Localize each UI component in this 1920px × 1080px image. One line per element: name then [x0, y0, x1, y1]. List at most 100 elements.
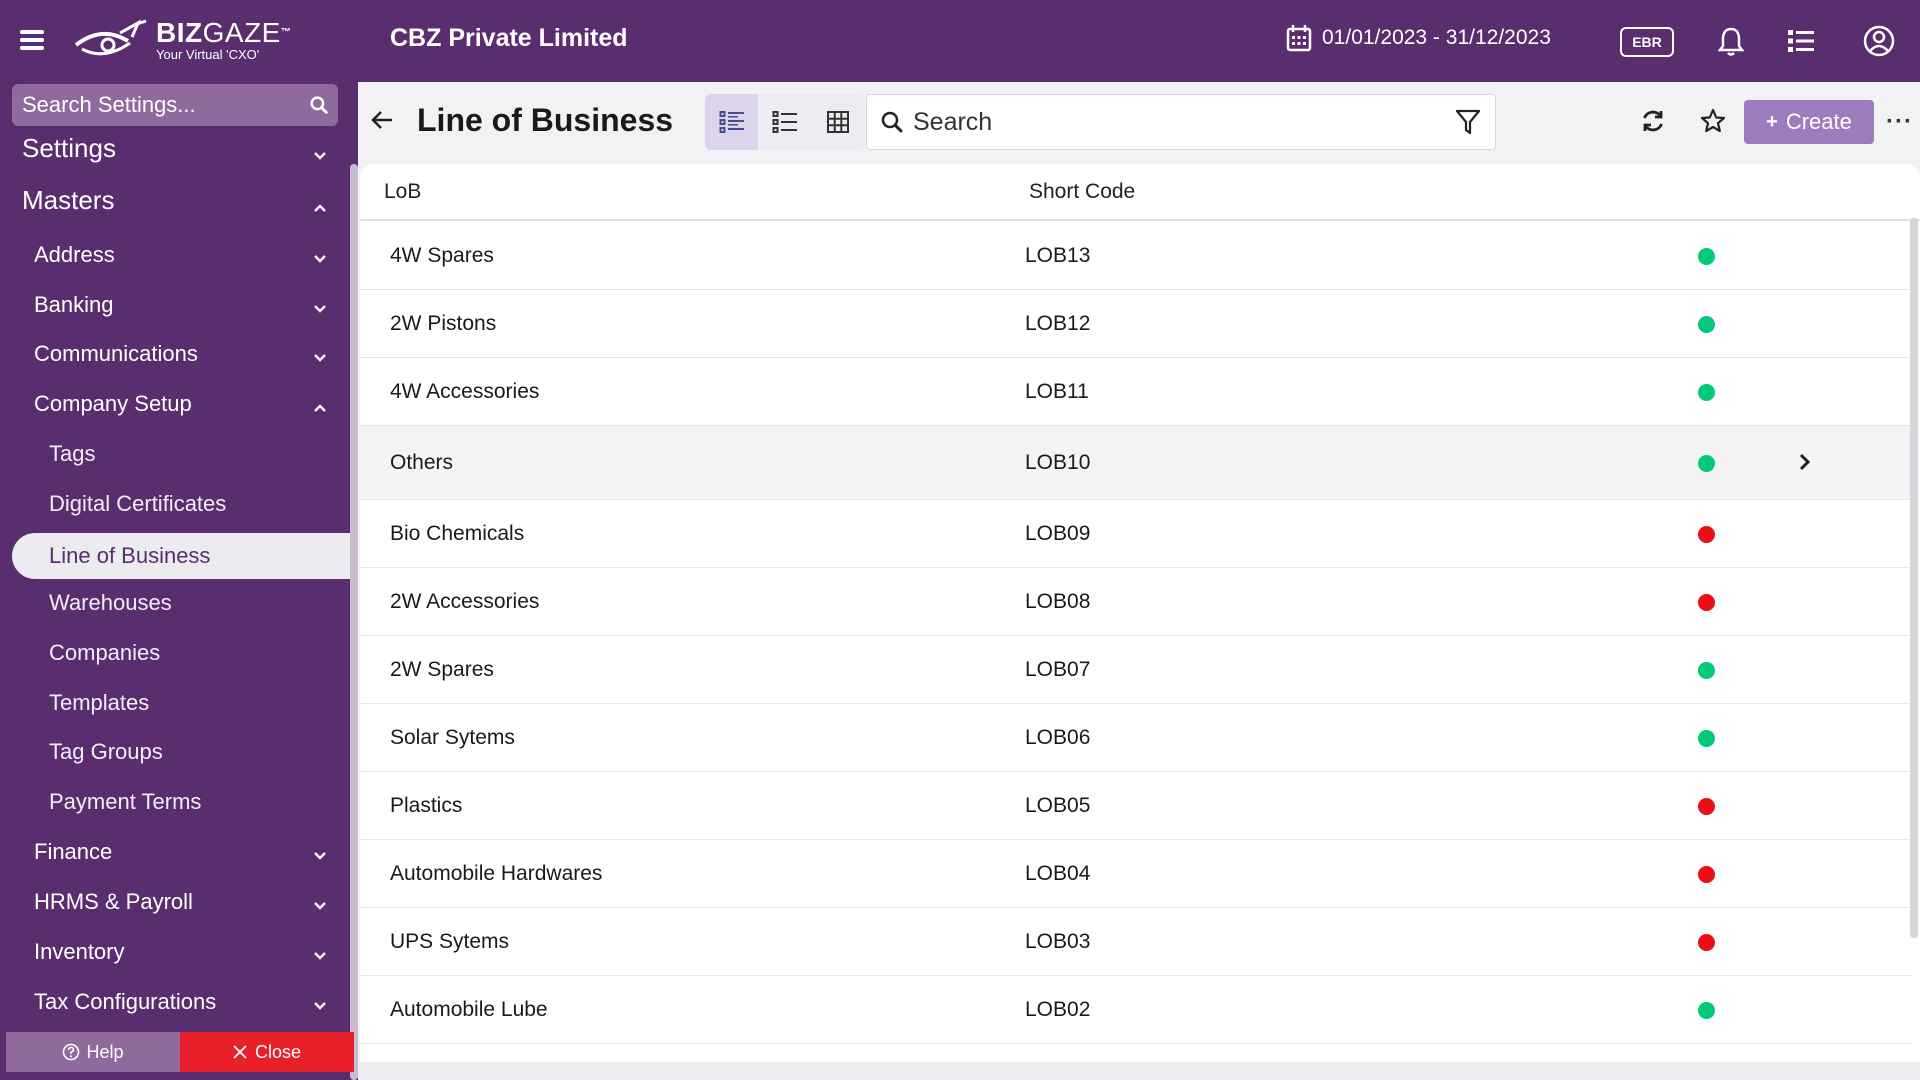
search-icon[interactable] [310, 94, 328, 116]
sidebar-item-masters[interactable]: Masters [0, 176, 350, 224]
list-search-input[interactable] [913, 107, 1455, 137]
sidebar-item-label: Payment Terms [49, 789, 202, 814]
settings-search-input[interactable] [22, 92, 310, 118]
chevron-down-icon[interactable] [312, 346, 328, 362]
short-code: LOB05 [1025, 794, 1091, 817]
sidebar-scrollbar[interactable] [350, 164, 358, 1080]
page-title: Line of Business [417, 102, 674, 138]
close-button[interactable]: Close [180, 1032, 354, 1072]
table-header: LoB Short Code [360, 164, 1920, 221]
close-label: Close [254, 1041, 302, 1062]
chevron-down-icon[interactable] [312, 894, 328, 910]
settings-search[interactable] [12, 84, 338, 126]
status-dot [1698, 1002, 1715, 1019]
main-content: Line of Business + Create ··· LoB Short … [358, 82, 1920, 1080]
status-dot [1698, 316, 1715, 333]
sidebar-item-tag-groups[interactable]: Tag Groups [0, 731, 350, 773]
chevron-up-icon[interactable] [312, 192, 328, 212]
grid-view-icon[interactable] [811, 94, 864, 150]
sidebar-item-address[interactable]: Address [0, 234, 350, 276]
task-list-icon[interactable] [1784, 24, 1818, 58]
chevron-down-icon[interactable] [312, 994, 328, 1010]
short-code: LOB03 [1025, 930, 1091, 953]
date-range-text: 01/01/2023 - 31/12/2023 [1322, 26, 1551, 49]
back-arrow-icon[interactable] [370, 108, 394, 137]
sidebar-item-label: Company Setup [34, 391, 192, 416]
sidebar: Settings Masters Address Banking Communicati… [0, 82, 358, 1080]
chevron-down-icon[interactable] [312, 844, 328, 860]
sidebar-item-hrms-payroll[interactable]: HRMS & Payroll [0, 881, 350, 923]
short-code: LOB06 [1025, 726, 1091, 749]
sidebar-item-label: Tax Configurations [34, 989, 217, 1014]
column-header-lob[interactable]: LoB [384, 180, 422, 203]
detail-list-view-icon[interactable] [705, 94, 758, 150]
sidebar-item-payment-terms[interactable]: Payment Terms [0, 781, 350, 823]
sidebar-item-communications[interactable]: Communications [0, 333, 350, 375]
chevron-down-icon[interactable] [312, 297, 328, 313]
create-button[interactable]: + Create [1744, 100, 1874, 144]
logo-tm: ™ [280, 27, 292, 38]
refresh-icon[interactable] [1640, 108, 1666, 139]
sidebar-item-warehouses[interactable]: Warehouses [0, 582, 350, 624]
column-header-short-code[interactable]: Short Code [1029, 180, 1136, 203]
table-scrollbar[interactable] [1910, 218, 1918, 938]
sidebar-item-tax-configurations[interactable]: Tax Configurations [0, 981, 350, 1023]
lob-name: Plastics [390, 794, 463, 817]
company-name[interactable]: CBZ Private Limited [390, 24, 628, 52]
status-dot [1698, 866, 1715, 883]
sidebar-item-label: Address [34, 242, 115, 267]
sidebar-item-label: Settings [22, 132, 116, 163]
lob-table: LoB Short Code 4W Spares LOB13 2W Pistons L… [360, 164, 1920, 1062]
sidebar-item-label: Warehouses [49, 590, 172, 615]
table-row[interactable]: Automobile Lube LOB02 [360, 976, 1912, 1044]
table-row[interactable]: Bio Chemicals LOB09 [360, 500, 1912, 568]
ebr-button[interactable]: EBR [1620, 27, 1674, 57]
sidebar-item-inventory[interactable]: Inventory [0, 931, 350, 973]
table-row[interactable]: 2W Pistons LOB12 [360, 290, 1912, 358]
sidebar-item-banking[interactable]: Banking [0, 284, 350, 326]
chevron-down-icon[interactable] [312, 247, 328, 263]
table-row[interactable]: Others LOB10 [360, 426, 1912, 500]
help-button[interactable]: Help [6, 1032, 180, 1072]
compact-list-view-icon[interactable] [758, 94, 811, 150]
short-code: LOB11 [1025, 380, 1089, 403]
table-row[interactable]: 4W Accessories LOB11 [360, 358, 1912, 426]
sidebar-footer: Help Close [6, 1032, 354, 1072]
chevron-down-icon[interactable] [312, 944, 328, 960]
sidebar-item-settings[interactable]: Settings [0, 126, 350, 170]
chevron-down-icon[interactable] [312, 140, 328, 160]
sidebar-item-templates[interactable]: Templates [0, 682, 350, 724]
sidebar-item-label: Tags [49, 441, 96, 466]
table-row[interactable]: Plastics LOB05 [360, 772, 1912, 840]
bell-icon[interactable] [1714, 24, 1748, 58]
sidebar-item-label: HRMS & Payroll [34, 889, 193, 914]
table-row[interactable]: 4W Spares LOB13 [360, 222, 1912, 290]
lob-name: 2W Spares [390, 658, 494, 681]
sidebar-item-finance[interactable]: Finance [0, 831, 350, 873]
chevron-right-icon[interactable] [1798, 452, 1812, 478]
date-range-picker[interactable]: 01/01/2023 - 31/12/2023 [1286, 24, 1551, 52]
sidebar-item-tags[interactable]: Tags [0, 433, 350, 475]
table-row[interactable]: Solar Sytems LOB06 [360, 704, 1912, 772]
filter-icon[interactable] [1455, 108, 1481, 136]
table-row[interactable]: Automobile Hardwares LOB04 [360, 840, 1912, 908]
menu-icon[interactable] [20, 26, 50, 56]
short-code: LOB10 [1025, 451, 1091, 474]
sidebar-item-line-of-business[interactable]: Line of Business [12, 533, 350, 579]
lob-name: Others [390, 451, 454, 474]
sidebar-item-label: Communications [34, 341, 198, 366]
table-row[interactable]: 2W Accessories LOB08 [360, 568, 1912, 636]
status-dot [1698, 934, 1715, 951]
chevron-up-icon[interactable] [312, 396, 328, 412]
table-row[interactable]: 2W Spares LOB07 [360, 636, 1912, 704]
table-row[interactable]: UPS Sytems LOB03 [360, 908, 1912, 976]
sidebar-item-company-setup[interactable]: Company Setup [0, 383, 350, 425]
user-avatar-icon[interactable] [1862, 24, 1896, 58]
sidebar-item-digital-certificates[interactable]: Digital Certificates [0, 483, 350, 525]
plus-icon: + [1766, 110, 1778, 133]
status-dot [1698, 526, 1715, 543]
logo[interactable]: BIZGAZE™ Your Virtual 'CXO' [72, 14, 291, 68]
star-icon[interactable] [1700, 108, 1726, 139]
sidebar-item-companies[interactable]: Companies [0, 632, 350, 674]
more-options-icon[interactable]: ··· [1886, 108, 1913, 135]
